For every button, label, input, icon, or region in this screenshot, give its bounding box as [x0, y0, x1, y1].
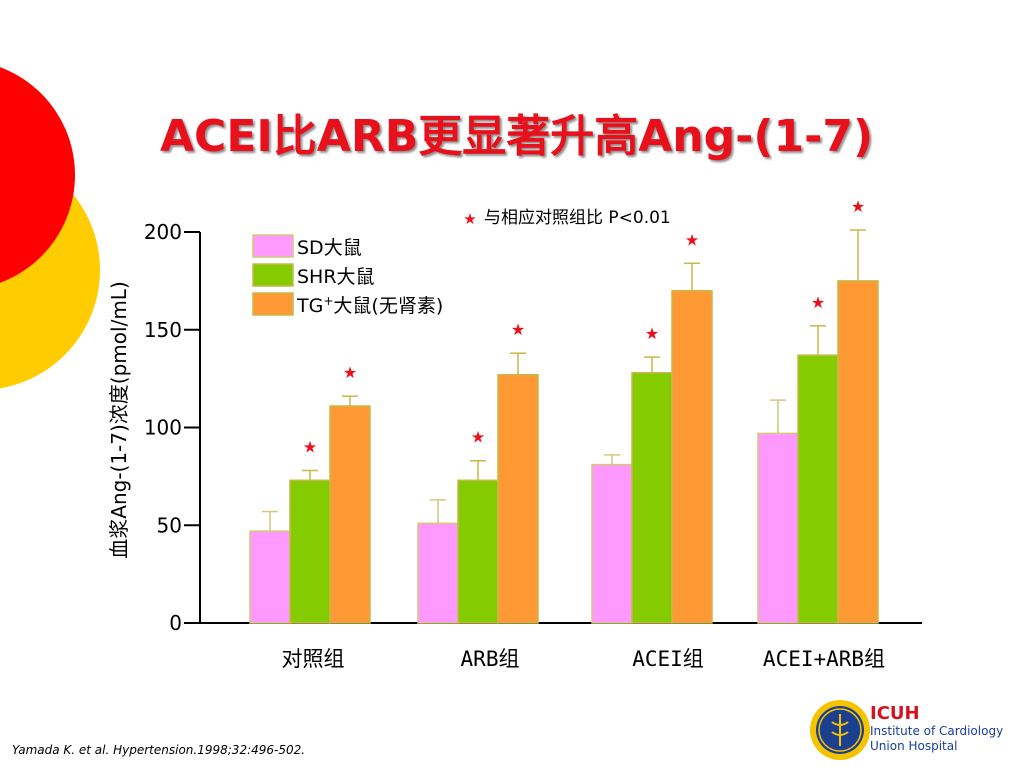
x-category-label: 对照组 [282, 647, 345, 671]
red-circle-decoration [0, 67, 75, 283]
logo-text: ICUH Institute of Cardiology Union Hospi… [870, 704, 1003, 754]
legend-label: SD大鼠 [297, 237, 362, 259]
logo-line1: Institute of Cardiology [870, 724, 1004, 738]
significance-star-icon: ★ [303, 438, 317, 457]
corner-decoration [0, 67, 100, 389]
legend-swatch [252, 263, 294, 287]
bar [289, 479, 331, 624]
significance-annotation: 与相应对照组比 P<0.01 [484, 208, 671, 228]
y-tick-label: 50 [157, 513, 182, 537]
bar [329, 405, 371, 624]
x-category-label: ACEI组 [632, 647, 704, 671]
logo-line2: Union Hospital [870, 739, 958, 753]
significance-star-icon: ★ [343, 363, 357, 382]
legend-label: TG+大鼠(无肾素) [296, 294, 443, 317]
bar-chart: 0 50 100 150 200 血浆Ang-(1-7)浓度(pmol/mL) ★ ★ 对照组 ★… [107, 197, 922, 671]
significance-star-icon: ★ [645, 324, 659, 343]
bar [671, 289, 713, 624]
bar [249, 530, 291, 624]
citation: Yamada K. et al. Hypertension.1998;32:49… [12, 743, 306, 757]
x-category-label: ARB组 [461, 647, 520, 671]
bar [497, 373, 539, 624]
significance-star-icon: ★ [811, 293, 825, 312]
significance-star-icon: ★ [851, 197, 865, 216]
legend-swatch [252, 292, 294, 316]
y-tick-label: 200 [144, 220, 182, 244]
significance-star-icon: ★ [685, 230, 699, 249]
bar [757, 432, 799, 624]
bar [797, 354, 839, 624]
y-tick-label: 150 [144, 318, 182, 342]
x-category-label: ACEI+ARB组 [763, 647, 885, 671]
bar [837, 280, 879, 624]
bar [591, 463, 633, 624]
bar [417, 522, 459, 624]
slide-title: ACEI比ARB更显著升高Ang-(1-7) [160, 111, 874, 162]
y-axis-label: 血浆Ang-(1-7)浓度(pmol/mL) [107, 281, 131, 558]
significance-star-icon: ★ [511, 320, 525, 339]
legend-swatch [252, 234, 294, 258]
y-tick-label: 100 [144, 416, 182, 440]
hospital-logo-icon [810, 700, 870, 760]
bar [631, 372, 673, 624]
annotation-star-icon: ★ [463, 210, 476, 228]
logo-name: ICUH [870, 703, 920, 724]
significance-star-icon: ★ [471, 428, 485, 447]
bar [457, 479, 499, 624]
legend-label: SHR大鼠 [297, 266, 375, 288]
y-tick-label: 0 [169, 611, 182, 635]
